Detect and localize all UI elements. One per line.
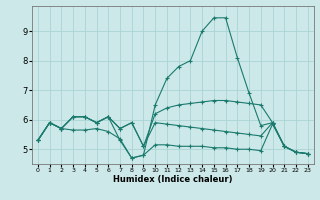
X-axis label: Humidex (Indice chaleur): Humidex (Indice chaleur) bbox=[113, 175, 233, 184]
